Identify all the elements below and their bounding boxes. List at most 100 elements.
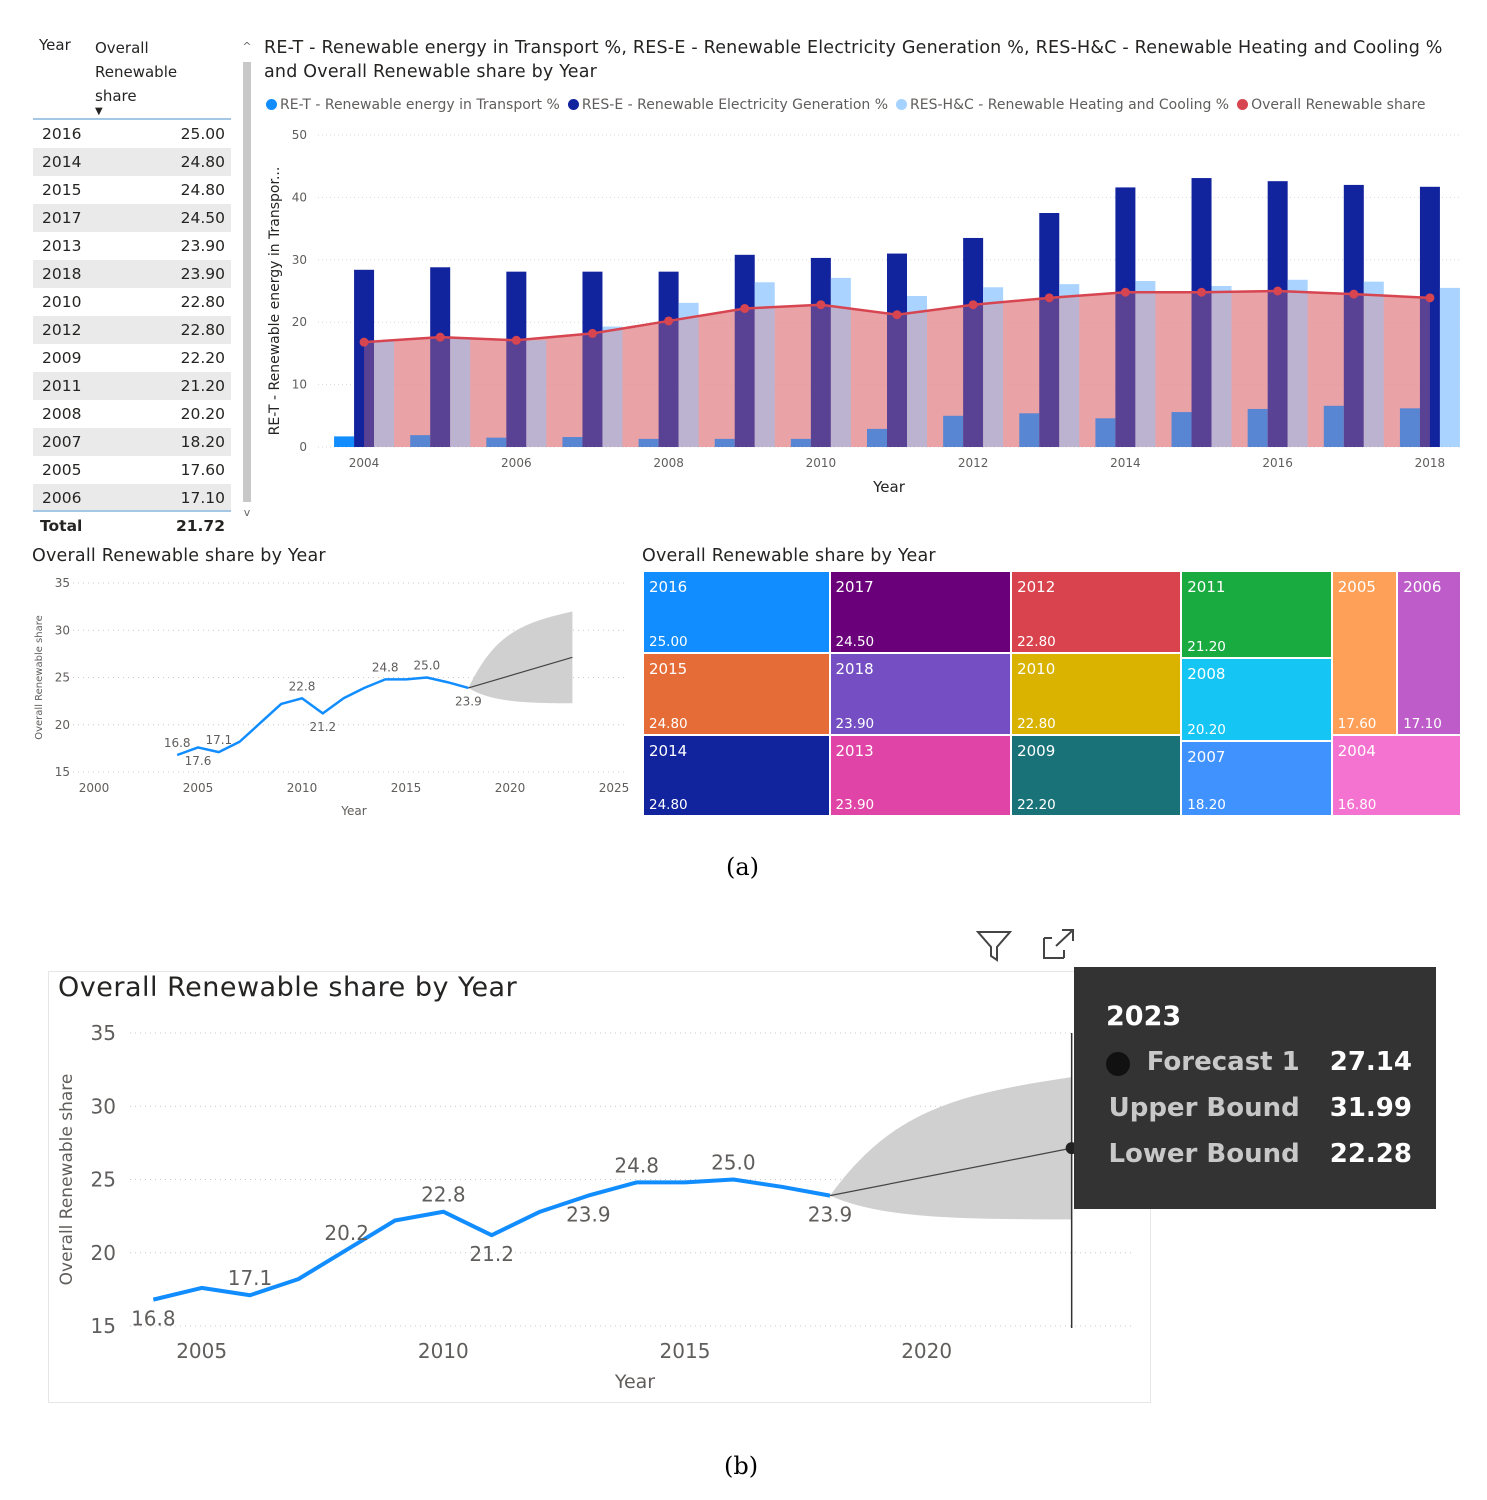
y-tick-label: 35 [91,1021,116,1045]
overall-share-point [1349,289,1359,299]
bar-electricity [506,271,527,447]
data-label: 21.2 [309,720,336,734]
table-row[interactable]: 2005 17.60 [33,456,231,484]
table-scrollbar[interactable]: ^ v [241,40,253,520]
y-axis-title: Overall Renewable share [34,615,45,740]
table-cell-share: 25.00 [180,125,225,143]
legend-item-transport[interactable]: RE-T - Renewable energy in Transport % [266,97,560,113]
x-tick-label: 2025 [599,781,630,795]
treemap-tile-year: 2016 [649,578,688,596]
table-cell-year: 2005 [42,461,82,479]
x-tick-label: 2016 [1262,456,1293,470]
legend-dot-icon [1237,99,1249,110]
treemap-tile[interactable]: 2007 18.20 [1181,741,1332,816]
legend-dot-icon [567,99,579,110]
table-cell-year: 2012 [42,321,82,339]
treemap-tile-year: 2008 [1187,664,1226,683]
table-cell-year: 2015 [42,181,82,199]
y-axis-title: Overall Renewable share [57,1074,77,1286]
x-tick-label: 2004 [349,456,380,470]
data-label: 17.1 [205,733,232,747]
treemap-tile[interactable]: 2006 17.10 [1397,571,1461,736]
treemap-tile[interactable]: 2015 24.80 [643,653,830,736]
scroll-up-icon[interactable]: ^ [242,40,252,53]
treemap-tile[interactable]: 2012 22.80 [1011,571,1182,654]
treemap-tile-value: 18.20 [1187,796,1226,813]
treemap-tile[interactable]: 2008 20.20 [1181,657,1332,742]
table-cell-year: 2018 [42,265,82,283]
treemap-tile[interactable]: 2018 23.90 [829,653,1012,736]
legend-item-overall[interactable]: Overall Renewable share [1237,97,1425,113]
x-tick-label: 2010 [418,1339,469,1363]
bar-electricity [430,267,451,447]
bar-heating [374,340,395,447]
table-row[interactable]: 2012 22.80 [33,316,231,344]
treemap-tile[interactable]: 2014 24.80 [643,735,830,816]
data-label: 23.9 [566,1203,611,1227]
overall-share-point [1425,293,1435,303]
treemap-tile-year: 2017 [835,578,874,596]
legend-item-electricity[interactable]: RES-E - Renewable Electricity Generation… [567,97,888,113]
table-cell-share: 24.50 [180,209,225,227]
table-cell-share: 17.60 [180,461,225,479]
treemap-tile[interactable]: 2013 23.90 [829,735,1012,816]
large-forecast-title: Overall Renewable share by Year [58,972,518,1003]
legend-item-heating[interactable]: RES-H&C - Renewable Heating and Cooling … [896,97,1229,113]
y-tick-label: 20 [292,315,307,329]
table-row[interactable]: 2009 22.20 [33,344,231,372]
treemap-tile[interactable]: 2005 17.60 [1331,571,1398,736]
overall-share-point [1197,287,1207,297]
scroll-down-icon[interactable]: v [243,506,251,519]
table-row[interactable]: 2013 23.90 [33,232,231,260]
table-row[interactable]: 2016 25.00 [33,120,231,148]
treemap: 2016 25.00 2015 24.80 2014 24.80 2017 24.50 2018… [643,571,1461,816]
focus-mode-icon[interactable] [1042,928,1076,964]
bar-transport [638,438,659,447]
treemap-tile[interactable]: 2011 21.20 [1181,571,1332,658]
table-row[interactable]: 2015 24.80 [33,176,231,204]
legend-dot-icon [266,99,277,110]
y-tick-label: 30 [292,253,307,267]
treemap-tile[interactable]: 2010 22.80 [1011,653,1182,736]
overall-share-point [892,310,902,320]
bar-electricity [1191,178,1212,447]
combo-chart: 0 10 20 30 40 50 2004 2006 2008 2010 2012 2014 2016 2… [267,128,1460,496]
filter-icon[interactable] [975,928,1013,966]
table-header-share[interactable]: Overall Renewable share [95,39,178,105]
table-header-year[interactable]: Year [39,36,71,54]
x-tick-label: 2015 [660,1339,711,1363]
overall-share-point [816,300,826,310]
bar-heating [830,277,851,447]
tooltip-row-upper: Upper Bound 31.99 [1108,1093,1412,1123]
treemap-tile[interactable]: 2009 22.20 [1011,735,1182,816]
overall-share-point [1044,293,1054,303]
table-row[interactable]: 2017 24.50 [33,204,231,232]
data-label: 25.0 [711,1151,756,1175]
bar-transport [867,428,887,447]
treemap-tile[interactable]: 2016 25.00 [643,571,830,654]
overall-share-line [152,1177,831,1302]
bar-transport [1095,418,1116,447]
table-row[interactable]: 2007 18.20 [33,428,231,456]
table-row[interactable]: 2018 23.90 [33,260,231,288]
table-row[interactable]: 2014 24.80 [33,148,231,176]
forecast-confidence-band [468,611,573,704]
treemap-tile[interactable]: 2017 24.50 [829,571,1012,654]
table-row[interactable]: 2006 17.10 [33,484,231,512]
table-row[interactable]: 2010 22.80 [33,288,231,316]
large-forecast-chart: 15 20 25 30 35 2005 2010 2015 2020 Year Overall Re… [57,1021,1135,1393]
treemap-tile[interactable]: 2004 16.80 [1331,735,1461,816]
scroll-thumb[interactable] [243,62,251,502]
data-label: 24.8 [372,660,399,674]
y-tick-label: 50 [292,128,307,142]
table-row[interactable]: 2008 20.20 [33,400,231,428]
treemap-tile-year: 2006 [1403,578,1442,596]
table-cell-share: 20.20 [180,405,225,423]
table-row[interactable]: 2011 21.20 [33,372,231,400]
sort-descending-icon[interactable]: ▼ [95,106,103,117]
treemap-tile-value: 24.80 [649,796,688,813]
data-label: 23.9 [808,1203,853,1227]
x-tick-label: 2005 [183,781,214,795]
bar-heating [1059,284,1080,447]
